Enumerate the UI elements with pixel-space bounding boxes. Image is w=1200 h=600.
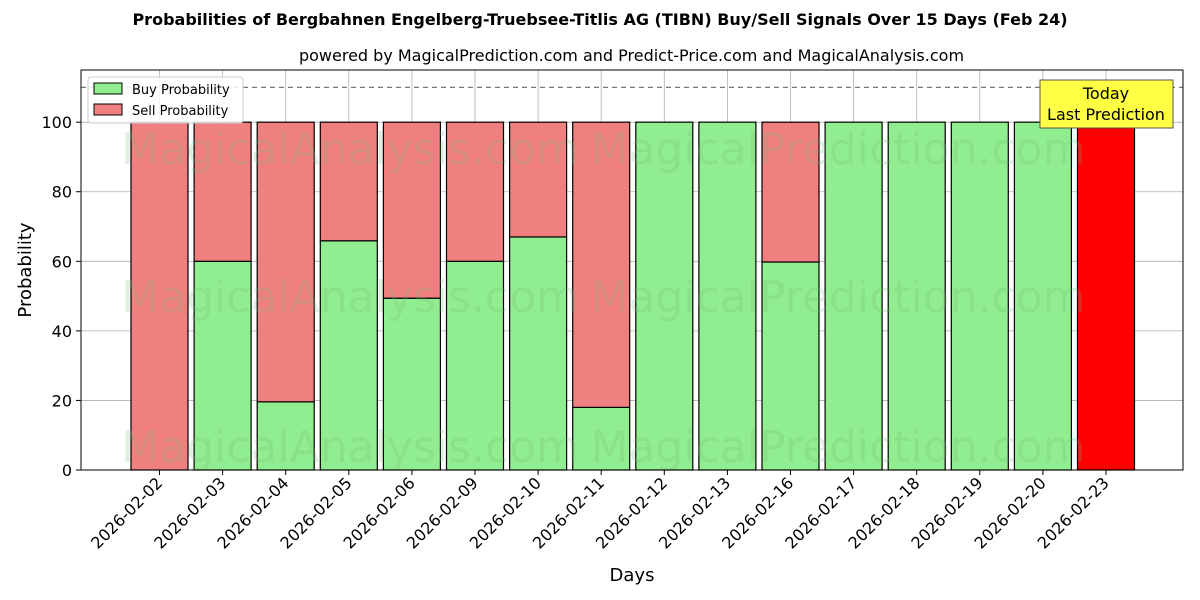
today-annotation bbox=[1039, 79, 1174, 129]
legend-label-sell: Sell Probability bbox=[132, 104, 229, 119]
bar-buy bbox=[1013, 121, 1073, 471]
annotation-line2: Last Prediction bbox=[1047, 105, 1165, 124]
bar-buy bbox=[572, 406, 631, 471]
bar-buy bbox=[887, 121, 946, 471]
y-tick-label: 60 bbox=[52, 252, 72, 271]
legend bbox=[87, 76, 244, 124]
watermark: MagicalPrediction.com bbox=[591, 124, 1086, 175]
bar-sell bbox=[572, 121, 631, 408]
bar-sell bbox=[256, 121, 315, 403]
y-tick-label: 80 bbox=[52, 183, 72, 202]
watermark: MagicalPrediction.com bbox=[591, 272, 1086, 323]
bar-sell bbox=[130, 121, 189, 471]
watermark: MagicalAnalysis.com bbox=[121, 124, 579, 175]
chart-subtitle: powered by MagicalPrediction.com and Pre… bbox=[298, 46, 965, 65]
bar-sell bbox=[509, 121, 568, 238]
bar-buy bbox=[635, 121, 694, 471]
bar-sell bbox=[761, 121, 820, 263]
bar-sell bbox=[445, 121, 505, 262]
bar-buy bbox=[256, 401, 315, 471]
axes-frame bbox=[80, 69, 1184, 471]
bar-sell bbox=[319, 121, 378, 242]
watermark: MagicalPrediction.com bbox=[591, 422, 1086, 473]
legend-swatch-sell bbox=[93, 103, 123, 116]
annotation-line1: Today bbox=[1082, 84, 1129, 103]
y-tick-label: 40 bbox=[52, 322, 72, 341]
bar-buy bbox=[319, 240, 378, 471]
bar-buy bbox=[698, 121, 757, 471]
y-axis-label: Probability bbox=[15, 222, 36, 317]
x-axis-label: Days bbox=[610, 565, 655, 586]
y-tick-label: 100 bbox=[41, 113, 72, 132]
y-tick-label: 20 bbox=[52, 391, 72, 410]
bar-buy bbox=[382, 297, 441, 471]
y-tick-label: 0 bbox=[62, 461, 72, 480]
bar-sell bbox=[382, 121, 441, 299]
bar-sell bbox=[1076, 121, 1136, 471]
bar-buy bbox=[950, 121, 1009, 471]
watermark: MagicalAnalysis.com bbox=[121, 422, 579, 473]
chart-title: Probabilities of Bergbahnen Engelberg-Tr… bbox=[132, 10, 1068, 29]
legend-label-buy: Buy Probability bbox=[132, 83, 230, 98]
legend-swatch-buy bbox=[93, 82, 123, 95]
watermark: MagicalAnalysis.com bbox=[121, 272, 579, 323]
